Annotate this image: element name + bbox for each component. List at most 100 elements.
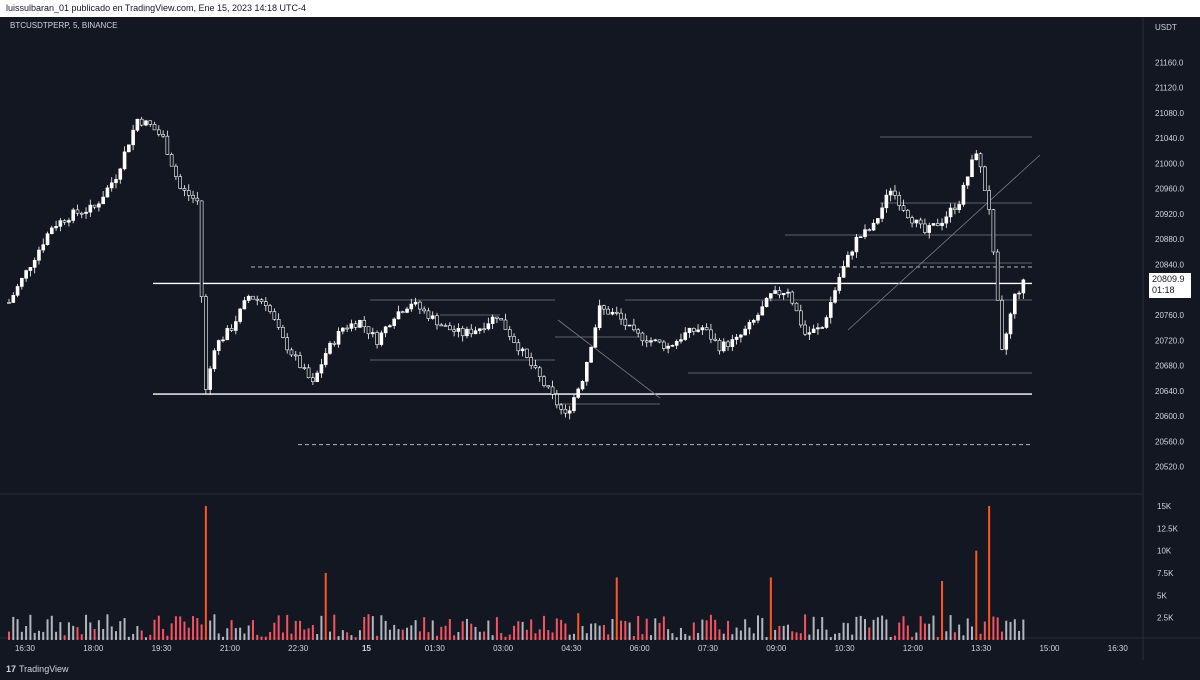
symbol-label[interactable]: BTCUSDTPERP, 5, BINANCE	[10, 21, 118, 30]
volume-bar	[324, 572, 327, 640]
candle-body	[306, 367, 311, 379]
volume-bar	[119, 621, 122, 640]
candle-body	[388, 325, 392, 328]
chart-frame[interactable]	[0, 17, 1200, 680]
candle-body	[901, 205, 906, 211]
volume-bar	[251, 620, 254, 640]
axes: 20520.0 20560.0 20600.0 20640.0 20680.0 20720…	[15, 58, 1184, 653]
volume-bar	[465, 618, 468, 640]
volume-bar	[979, 633, 982, 640]
candle-body	[970, 159, 974, 178]
volume-bar	[628, 622, 631, 640]
candle-body	[353, 323, 358, 328]
volume-bar	[376, 635, 379, 640]
volume-bar	[774, 629, 777, 640]
volume-bar	[902, 616, 905, 640]
candle-body	[20, 277, 24, 287]
volume-bar	[200, 624, 203, 640]
candle-body	[281, 327, 285, 338]
time-tick-label: 12:00	[903, 644, 924, 653]
candles	[7, 116, 1026, 420]
volume-bar	[93, 629, 96, 640]
candle-body	[636, 329, 640, 334]
volume-bar	[290, 633, 293, 640]
candle-body	[298, 355, 302, 368]
volume-bar	[110, 626, 113, 640]
candle-body	[332, 342, 337, 345]
volume-bar	[1018, 630, 1021, 640]
trend-line	[847, 154, 1041, 331]
candle-body	[507, 329, 512, 337]
volume-bar	[504, 636, 507, 640]
candle-body	[221, 339, 225, 342]
volume-bar	[786, 624, 789, 640]
candle-body	[760, 306, 765, 316]
candle-body	[7, 302, 11, 304]
volume-bar	[799, 633, 802, 640]
volume-bar	[25, 625, 28, 640]
candle-body	[349, 323, 354, 329]
candle-body	[820, 327, 825, 329]
volume-bar	[718, 629, 721, 640]
volume-bar	[692, 622, 695, 640]
candle-body	[229, 328, 234, 331]
price-tick-label: 21040.0	[1155, 134, 1184, 143]
price-tick-label: 20720.0	[1155, 336, 1184, 345]
candle-body	[79, 212, 84, 215]
volume-bar	[517, 621, 520, 640]
volume-bar	[97, 620, 100, 640]
volume-bar	[59, 622, 62, 640]
candle-body	[144, 120, 148, 126]
candle-body	[62, 220, 67, 223]
candle-body	[174, 165, 178, 177]
candle-body	[905, 210, 910, 219]
price-tick-label: 20600.0	[1155, 412, 1184, 421]
volume-bar	[179, 616, 182, 640]
volume-bar	[1000, 631, 1003, 640]
tradingview-wordmark: TradingView	[19, 664, 69, 674]
candle-body	[1004, 333, 1009, 350]
candle-body	[84, 211, 88, 214]
volume-bar	[881, 615, 884, 640]
candle-body	[623, 318, 628, 326]
candle-body	[199, 200, 204, 297]
tradingview-logo: 17	[6, 664, 17, 674]
volume-bar	[825, 629, 828, 640]
candle-body	[109, 182, 114, 189]
price-tick-label: 20560.0	[1155, 437, 1184, 446]
candle-body	[533, 365, 538, 369]
volume-bar	[834, 633, 837, 640]
volume-bar	[423, 617, 426, 640]
volume-bar	[384, 620, 387, 640]
trend-line	[557, 319, 661, 399]
volume-bar	[209, 620, 212, 640]
candle-body	[816, 327, 820, 330]
candle-body	[469, 328, 474, 335]
candle-body	[400, 311, 405, 313]
time-tick-label: 01:30	[425, 644, 446, 653]
candle-body	[448, 325, 452, 331]
candle-body	[195, 197, 200, 202]
volume-bar	[722, 633, 725, 640]
candle-body	[418, 301, 422, 310]
price-tick-label: 21160.0	[1155, 58, 1184, 67]
volume-bar	[491, 635, 494, 640]
candle-body	[293, 354, 298, 357]
volume-bar	[157, 615, 160, 640]
publish-header: luissulbaran_01 publicado en TradingView…	[0, 0, 1200, 17]
candle-body	[405, 308, 409, 313]
candle-body	[794, 302, 799, 312]
candle-body	[666, 345, 670, 349]
tradingview-brand[interactable]: 17 TradingView	[6, 664, 69, 674]
candle-body	[790, 291, 795, 304]
volume-bar	[213, 614, 216, 640]
volume-bar	[697, 632, 700, 640]
publish-caption: luissulbaran_01 publicado en TradingView…	[6, 3, 307, 13]
volume-bar	[371, 616, 374, 640]
horizontal-levels	[153, 136, 1041, 446]
volume-bar	[307, 628, 310, 640]
volume-bar	[470, 623, 473, 640]
volume-bar	[581, 625, 584, 640]
candle-body	[542, 376, 546, 386]
